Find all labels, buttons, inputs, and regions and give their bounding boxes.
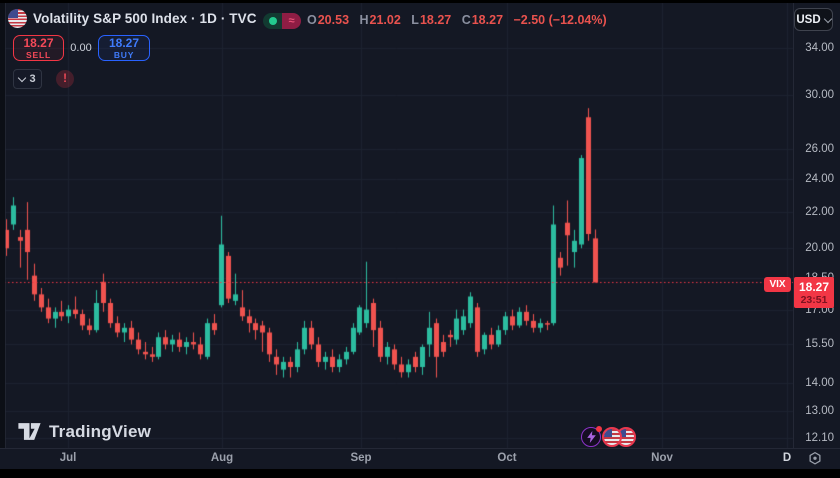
waves-icon: ≈ — [288, 14, 295, 27]
time-axis[interactable]: Jul Aug Sep Oct Nov D — [0, 448, 840, 470]
notification-dot — [596, 426, 602, 432]
buy-price: 18.27 — [108, 35, 140, 50]
price-axis-label: 30.00 — [805, 89, 834, 102]
chevron-down-icon — [18, 73, 27, 83]
economic-event-icon[interactable] — [581, 426, 602, 447]
last-price-label: 18.27 23:51 — [794, 277, 834, 309]
green-dot-icon — [268, 17, 277, 25]
spread-value: 0.00 — [70, 42, 92, 54]
scale-settings-icon[interactable] — [806, 450, 824, 468]
time-axis-label: Jul — [59, 452, 77, 464]
close-value: 18.27 — [471, 13, 504, 27]
symbol-title[interactable]: Volatility S&P 500 Index · 1D · TVC — [33, 11, 257, 26]
alert-exclamation-icon[interactable]: ! — [56, 70, 74, 88]
open-label: O — [307, 13, 317, 27]
top-black-strip — [0, 0, 840, 3]
price-axis[interactable]: 34.0030.0026.0024.0022.0020.0018.5017.00… — [793, 3, 840, 469]
us-events-icon[interactable] — [602, 426, 638, 448]
low-value: 18.27 — [419, 13, 452, 27]
change-value: −2.50 (−12.04%) — [513, 13, 607, 27]
high-label: H — [359, 13, 369, 27]
time-axis-label: D — [782, 452, 792, 464]
flag-circle-icon — [602, 427, 622, 447]
high-value: 21.02 — [369, 13, 401, 27]
price-axis-label: 26.00 — [805, 143, 834, 156]
price-axis-label: 13.00 — [805, 404, 834, 417]
hidden-indicators-count: 3 — [29, 73, 36, 85]
pane-border — [5, 3, 6, 469]
tradingview-logo[interactable]: TradingView — [17, 421, 151, 442]
open-value: 20.53 — [317, 13, 350, 27]
currency-label: USD — [796, 13, 821, 26]
buy-label: BUY — [113, 49, 135, 60]
time-axis-label: Oct — [497, 452, 517, 464]
price-axis-label: 34.00 — [805, 42, 834, 54]
left-edge-strip — [0, 3, 5, 469]
price-axis-label: 12.10 — [805, 431, 834, 444]
ohlc-row: O20.53 H21.02 L18.27 C18.27 −2.50 (−12.0… — [307, 13, 607, 27]
symbol-price-tag: VIX — [764, 277, 791, 293]
sell-price: 18.27 — [23, 35, 54, 50]
price-axis-label: 14.00 — [805, 376, 834, 389]
close-label: C — [461, 13, 471, 27]
us-flag-icon — [8, 9, 27, 28]
data-issue-segment: ≈ — [282, 13, 301, 29]
market-status-pill[interactable]: ≈ — [263, 13, 301, 29]
sell-button[interactable]: 18.27 SELL — [13, 35, 64, 61]
last-price-value: 18.27 — [798, 279, 830, 294]
chevron-down-icon — [823, 14, 832, 23]
low-label: L — [411, 13, 419, 27]
sell-label: SELL — [26, 49, 51, 60]
bar-countdown: 23:51 — [800, 293, 828, 306]
price-axis-label: 24.00 — [805, 173, 834, 186]
time-axis-label: Nov — [651, 452, 673, 464]
price-axis-label: 20.00 — [805, 242, 834, 255]
lightning-icon — [586, 431, 596, 443]
hidden-indicators-button[interactable]: 3 — [13, 69, 42, 89]
tradingview-logo-text: TradingView — [49, 421, 152, 441]
buy-button[interactable]: 18.27 BUY — [98, 35, 150, 61]
market-open-segment — [263, 13, 282, 29]
price-axis-label: 22.00 — [805, 206, 834, 219]
currency-dropdown[interactable]: USD — [794, 8, 833, 31]
bottom-black-strip — [0, 469, 840, 478]
time-axis-label: Sep — [350, 452, 372, 464]
tradingview-mark-icon — [18, 423, 41, 440]
time-axis-label: Aug — [210, 452, 234, 464]
price-axis-label: 15.50 — [805, 338, 834, 351]
